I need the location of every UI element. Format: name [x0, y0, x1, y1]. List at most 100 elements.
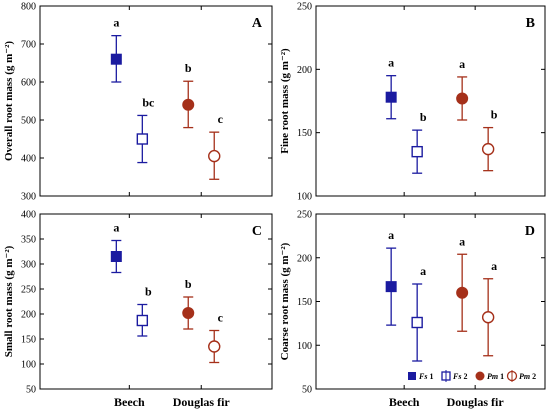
significance-label: a	[459, 57, 465, 71]
data-point-pm-1: a	[456, 234, 469, 332]
data-point-pm-2: a	[481, 259, 497, 357]
y-tick-label: 400	[21, 154, 36, 165]
data-point-fs-2: a	[411, 264, 426, 362]
significance-label: a	[113, 16, 119, 30]
y-tick-label: 600	[21, 78, 36, 89]
legend-marker	[475, 371, 485, 381]
x-category-label: Beech	[114, 395, 145, 409]
x-category-label: Beech	[389, 395, 420, 409]
y-tick-label: 350	[21, 235, 36, 246]
legend-item: Pm 1	[475, 371, 504, 381]
y-tick-label: 100	[297, 192, 312, 203]
panel-letter: C	[252, 224, 262, 239]
y-tick-label: 50	[302, 385, 312, 396]
significance-label: a	[420, 264, 426, 278]
data-point-fs-2: b	[136, 285, 152, 337]
y-tick-label: 700	[21, 40, 36, 51]
significance-label: b	[420, 110, 427, 124]
marker-filled-circle	[456, 286, 469, 299]
legend-label: Pm 2	[519, 372, 536, 381]
y-tick-label: 300	[21, 260, 36, 271]
marker-open-square	[136, 314, 149, 327]
data-point-pm-1: b	[182, 277, 195, 330]
data-point-pm-2: b	[481, 108, 498, 172]
y-axis-title: Overall root mass (g m⁻²)	[3, 41, 15, 161]
marker-open-circle	[208, 340, 221, 353]
marker-open-circle	[208, 149, 221, 163]
y-tick-label: 800	[21, 2, 36, 13]
significance-label: b	[185, 61, 192, 75]
legend-item: Fs 1	[408, 372, 433, 381]
legend: Fs 1 Fs 2 Pm 1 Pm 2	[408, 370, 536, 382]
panel-letter: A	[252, 16, 263, 31]
panel-c: 50 100 150 200 250 300 350 400 Small root mass (…	[3, 210, 273, 396]
y-tick-label: 200	[297, 65, 312, 76]
data-point-pm-2: c	[208, 112, 224, 180]
data-point-fs-2: b	[411, 110, 427, 174]
legend-marker	[408, 372, 416, 380]
y-tick-label: 500	[21, 116, 36, 127]
x-category-label: Douglas fir	[447, 395, 505, 409]
y-tick-label: 200	[21, 310, 36, 321]
legend-item: Pm 2	[506, 370, 536, 382]
significance-label: b	[185, 277, 192, 291]
y-tick-label: 200	[297, 253, 312, 264]
data-point-fs-1: a	[110, 221, 122, 274]
y-tick-label: 50	[26, 385, 36, 396]
y-axis-title: Fine root mass (g m⁻²)	[279, 48, 291, 154]
legend-label: Fs 2	[452, 372, 467, 381]
panel-b: 100 150 200 250 Fine root mass (g m⁻²) Ba b a b	[279, 2, 546, 203]
significance-label: a	[491, 259, 497, 273]
y-tick-label: 150	[297, 297, 312, 308]
data-point-pm-2: c	[208, 311, 224, 364]
plot-frame	[39, 213, 273, 390]
y-tick-label: 150	[21, 335, 36, 346]
y-tick-label: 250	[297, 2, 312, 13]
plot-frame	[315, 5, 546, 197]
x-category-label: Douglas fir	[173, 395, 231, 409]
y-tick-label: 100	[21, 360, 36, 371]
significance-label: a	[388, 56, 394, 70]
data-point-fs-1: a	[385, 228, 397, 326]
data-point-fs-2: bc	[136, 95, 155, 164]
significance-label: c	[218, 112, 224, 126]
y-tick-label: 100	[297, 341, 312, 352]
y-tick-label: 300	[21, 192, 36, 203]
significance-label: a	[388, 228, 394, 242]
plot-frame	[315, 213, 546, 390]
panel-letter: D	[525, 224, 535, 239]
marker-open-circle	[481, 142, 495, 156]
significance-label: b	[491, 108, 498, 122]
marker-filled-circle	[182, 307, 195, 319]
plot-frame	[39, 5, 273, 197]
legend-label: Pm 1	[487, 372, 504, 381]
y-axis-title: Small root mass (g m⁻²)	[3, 245, 15, 357]
y-tick-label: 250	[297, 210, 312, 221]
legend-label: Fs 1	[418, 372, 433, 381]
marker-open-square	[411, 316, 423, 329]
y-tick-label: 400	[21, 210, 36, 221]
marker-filled-circle	[182, 98, 195, 111]
marker-open-circle	[481, 311, 495, 324]
y-tick-label: 150	[297, 128, 312, 139]
data-point-fs-1: a	[110, 16, 122, 83]
marker-open-square	[136, 133, 149, 145]
panel-d: 50 100 150 200 250 Coarse root mass (g m⁻²) Da…	[279, 210, 546, 396]
panel-letter: B	[526, 16, 535, 31]
y-tick-label: 250	[21, 285, 36, 296]
significance-label: c	[218, 311, 224, 325]
data-point-pm-1: a	[456, 57, 469, 121]
marker-filled-square	[110, 53, 122, 65]
marker-open-square	[411, 145, 423, 158]
data-point-pm-1: b	[182, 61, 195, 129]
significance-label: bc	[142, 95, 155, 109]
marker-filled-square	[385, 91, 397, 103]
data-point-fs-1: a	[385, 56, 397, 120]
significance-label: a	[113, 221, 119, 235]
significance-label: b	[145, 285, 152, 299]
marker-filled-circle	[456, 92, 469, 105]
marker-filled-square	[110, 251, 122, 262]
significance-label: a	[459, 234, 465, 248]
y-axis-title: Coarse root mass (g m⁻²)	[279, 242, 291, 360]
